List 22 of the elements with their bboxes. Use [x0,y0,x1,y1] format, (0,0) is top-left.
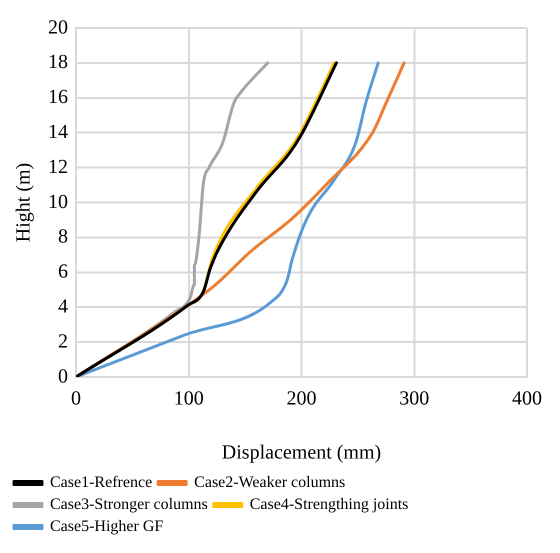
y-tick-label: 2 [58,330,68,352]
y-tick-label: 14 [48,120,68,143]
y-tick-label: 18 [48,51,68,74]
y-tick-label: 12 [48,156,68,178]
y-axis-title: Hight (m) [12,162,34,242]
legend-label: Case2-Weaker columns [194,474,346,492]
x-tick-label: 200 [286,387,316,410]
x-tick-label: 400 [512,387,542,410]
y-tick-label: 20 [48,16,68,38]
y-tick-label: 10 [48,190,68,213]
y-tick-label: 6 [58,260,68,283]
x-tick-label: 100 [174,387,204,410]
y-tick-label: 16 [48,86,68,108]
y-tick-label: 0 [58,365,68,388]
legend-label: Case5-Higher GF [50,518,164,536]
legend-label: Case4-Strengthing joints [250,496,408,514]
legend-label: Case1-Refrence [50,474,152,492]
y-tick-label: 8 [58,226,68,248]
x-tick-label: 300 [399,387,430,410]
legend-label: Case3-Stronger columns [50,496,208,514]
x-axis-title: Displacement (mm) [222,441,382,464]
y-tick-label: 4 [58,295,68,318]
